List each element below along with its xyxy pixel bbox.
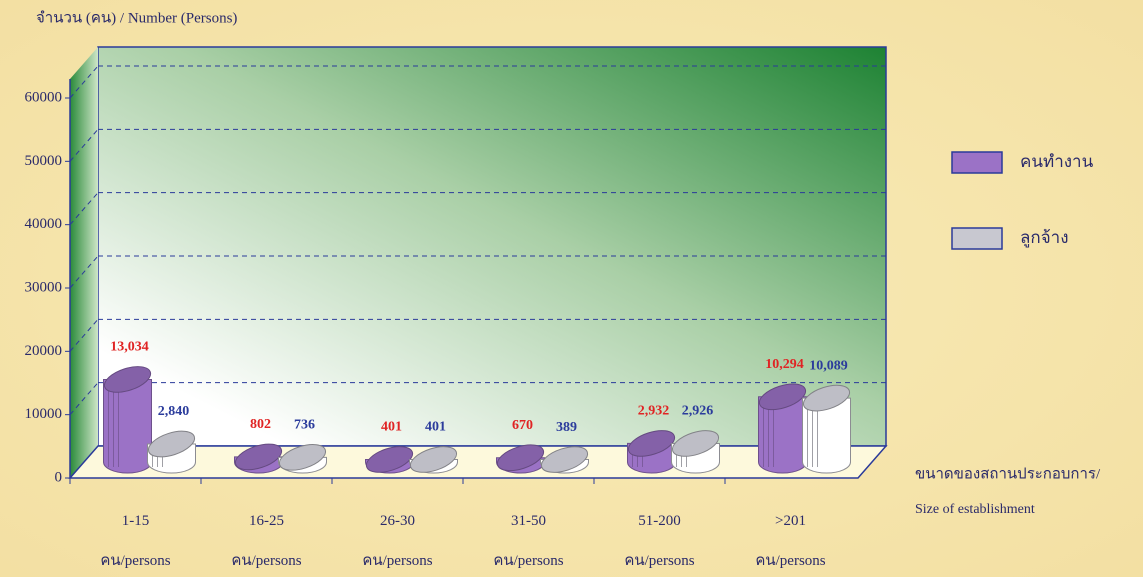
bar-top [409,446,458,473]
grid-line [69,192,99,225]
y-tick-label: 0 [55,469,63,485]
bar-top [278,444,327,471]
y-axis-title: จำนวน (คน) / Number (Persons) [36,9,237,26]
bar-top [671,430,720,457]
value-label: 13,034 [110,340,149,355]
back-wall [97,46,887,447]
bar-top [365,446,414,473]
grid-line [69,255,99,289]
x-tick-label: 51-200 คน/persons [624,513,694,569]
y-tick-label: 50000 [25,153,63,169]
bar [758,383,807,474]
x-axis-title: ขนาดของสถานประกอบการ/ [915,466,1101,482]
value-label: 10,294 [765,357,804,372]
grid-line [69,129,99,162]
x-axis-title: Size of establishment [915,502,1035,517]
value-label: 389 [556,420,577,435]
bar-top [147,430,196,458]
legend-swatch [951,227,1003,250]
x-tick-label: 31-50 คน/persons [493,513,563,569]
bar [671,430,720,474]
grid-line [69,65,99,99]
bar-top [540,446,589,473]
value-label: 401 [425,420,446,435]
legend-label: ลูกจ้าง [1020,228,1069,248]
bar-body [802,397,851,474]
grid-line [69,382,99,415]
bar [103,366,152,474]
legend-label: คนทำงาน [1020,152,1094,172]
bar-top [627,430,676,457]
value-label: 670 [512,418,533,433]
value-label: 2,926 [682,404,714,419]
value-label: 736 [294,418,315,433]
value-label: 10,089 [809,358,848,373]
bar [365,446,414,474]
bar-top [802,384,851,412]
bar [234,443,283,474]
bar-top [234,443,283,471]
bar-top [103,366,152,393]
value-label: 401 [381,420,402,435]
x-tick-label: 16-25 คน/persons [231,513,301,569]
y-tick-label: 40000 [25,216,63,232]
bar [540,446,589,474]
bar [147,430,196,474]
bar-body [103,378,152,474]
bar [278,444,327,474]
x-tick-label: >201 คน/persons [755,513,825,569]
bar [802,384,851,474]
x-tick-label: 1-15 คน/persons [100,513,170,569]
y-tick-label: 30000 [25,279,63,295]
bar [627,430,676,474]
side-wall [70,47,98,478]
value-label: 2,840 [158,404,190,419]
y-tick-label: 60000 [25,89,63,105]
value-label: 2,932 [638,404,670,419]
grid-line [69,319,99,352]
value-label: 802 [250,417,271,432]
legend-swatch [951,151,1003,174]
bar-top [496,444,545,472]
x-tick-label: 26-30 คน/persons [362,513,432,569]
y-tick-label: 20000 [25,343,63,359]
y-tick-label: 10000 [25,406,63,422]
bar [409,446,458,474]
bar-top [758,383,807,411]
bar [496,444,545,474]
